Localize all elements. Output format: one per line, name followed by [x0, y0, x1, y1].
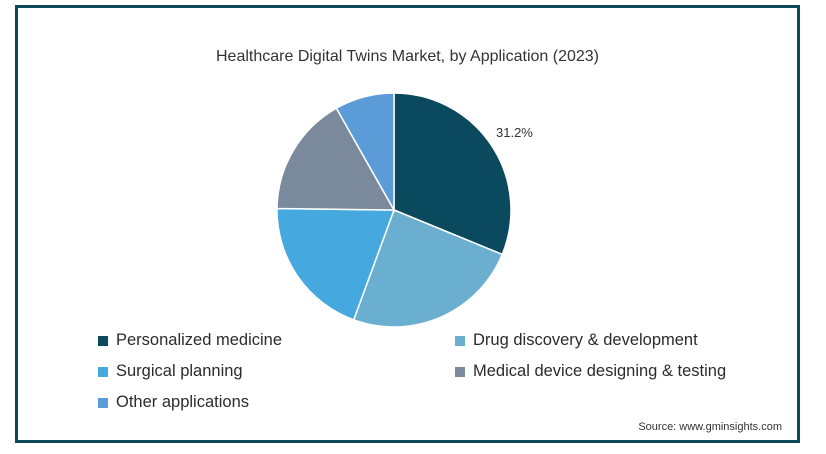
pie-slice-surgical-planning: [276, 207, 396, 321]
legend-label: Drug discovery & development: [473, 331, 698, 349]
legend-label: Surgical planning: [116, 362, 243, 380]
slice-data-label: 31.2%: [496, 125, 533, 140]
pie-chart: 31.2%: [276, 92, 533, 328]
legend-label: Medical device designing & testing: [473, 362, 727, 380]
pie-slice-personalized-medicine: [393, 92, 512, 256]
legend-item: Drug discovery & development: [455, 331, 698, 350]
legend-swatch: [98, 366, 108, 377]
chart-legend: Personalized medicine Drug discovery & de…: [18, 8, 797, 440]
legend-item: Medical device designing & testing: [455, 362, 726, 381]
legend-swatch: [455, 335, 465, 346]
legend-item: Surgical planning: [98, 362, 243, 381]
legend-item: Other applications: [98, 393, 249, 412]
pie-slice-other-applications: [335, 92, 395, 213]
legend-label: Other applications: [116, 393, 249, 411]
source-note: Source: www.gminsights.com: [638, 421, 782, 433]
pie-slice-medical-device-designing-testing: [276, 107, 396, 211]
legend-swatch: [98, 335, 108, 346]
pie-slice-drug-discovery-development: [352, 209, 504, 328]
chart-title: Healthcare Digital Twins Market, by Appl…: [216, 48, 599, 65]
chart-frame: Healthcare Digital Twins Market, by Appl…: [15, 5, 800, 443]
legend-label: Personalized medicine: [116, 331, 283, 349]
legend-swatch: [98, 397, 108, 408]
legend-swatch: [455, 366, 465, 377]
legend-item: Personalized medicine: [98, 331, 282, 350]
